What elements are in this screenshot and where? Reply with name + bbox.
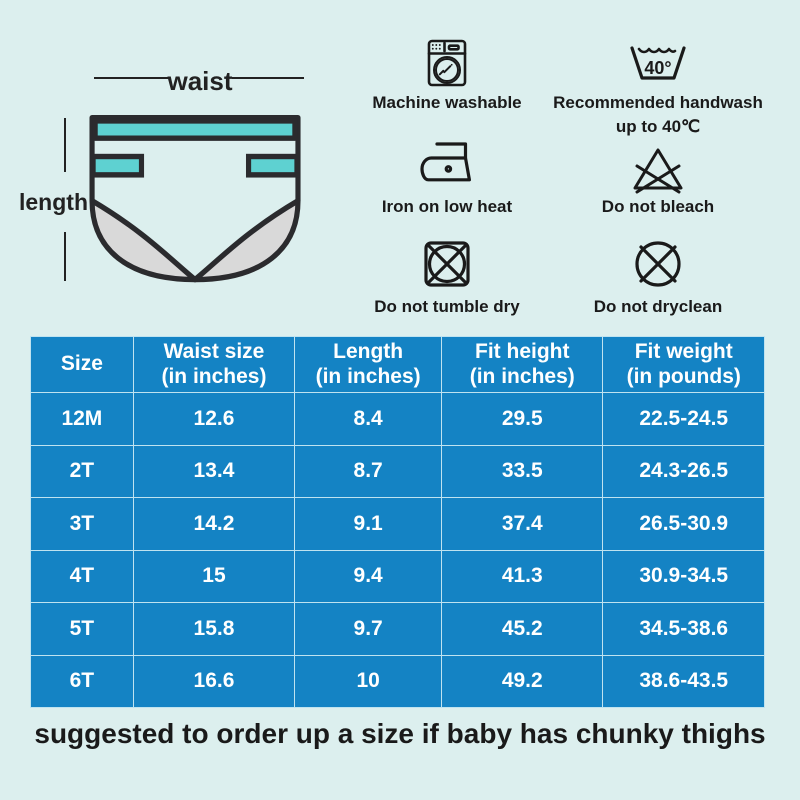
svg-text:Do not dryclean: Do not dryclean — [594, 297, 722, 316]
svg-text:Do not bleach: Do not bleach — [602, 197, 714, 216]
svg-text:40°: 40° — [644, 58, 671, 78]
svg-text:up to 40℃: up to 40℃ — [616, 117, 700, 136]
svg-text:waist: waist — [166, 66, 232, 96]
svg-text:Recommended handwash: Recommended handwash — [553, 93, 763, 112]
svg-text:length: length — [19, 189, 88, 215]
svg-text:Iron on low heat: Iron on low heat — [382, 197, 513, 216]
svg-text:Do not tumble dry: Do not tumble dry — [374, 297, 520, 316]
svg-text:Machine washable: Machine washable — [372, 93, 521, 112]
